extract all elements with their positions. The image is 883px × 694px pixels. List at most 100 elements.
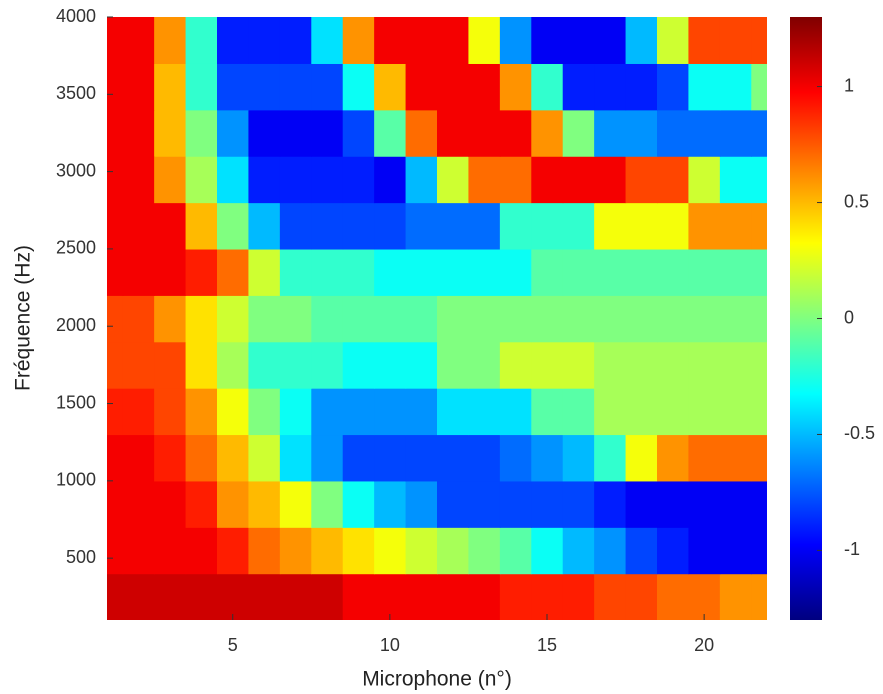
heat-cell: [311, 156, 344, 204]
heat-cell: [688, 527, 721, 575]
heat-cell: [342, 480, 375, 528]
heat-cell: [499, 480, 532, 528]
heat-cell: [248, 434, 281, 482]
heat-cell: [594, 295, 627, 343]
heat-cell: [248, 388, 281, 436]
heat-cell: [719, 573, 752, 620]
heat-cell: [688, 434, 721, 482]
heat-cell: [657, 341, 690, 389]
heat-cell: [531, 527, 564, 575]
heat-cell: [531, 248, 564, 296]
heat-cell: [751, 156, 767, 204]
heat-cell: [107, 341, 124, 389]
heat-cell: [405, 295, 438, 343]
heat-cell: [154, 156, 187, 204]
heat-cell: [657, 202, 690, 250]
x-tick-label: 10: [380, 635, 400, 655]
heat-cell: [751, 202, 767, 250]
heat-cell: [279, 295, 312, 343]
heat-cell: [437, 480, 470, 528]
heat-cell: [122, 109, 155, 157]
heat-cell: [342, 156, 375, 204]
heat-cell: [374, 17, 407, 64]
heat-cell: [562, 341, 595, 389]
heat-cell: [374, 202, 407, 250]
heat-cell: [279, 573, 312, 620]
heat-cell: [248, 63, 281, 111]
heat-cell: [154, 295, 187, 343]
heat-cell: [185, 109, 218, 157]
heat-cell: [562, 434, 595, 482]
heat-cell: [625, 109, 658, 157]
heat-cell: [625, 17, 658, 64]
y-tick-label: 4000: [56, 6, 96, 26]
heat-cell: [311, 434, 344, 482]
heat-cell: [594, 388, 627, 436]
y-tick-label: 1000: [56, 470, 96, 490]
heat-cell: [154, 480, 187, 528]
heat-cell: [374, 109, 407, 157]
colorbar-tick-label: 1: [844, 75, 854, 95]
heat-cell: [625, 248, 658, 296]
heat-cell: [531, 295, 564, 343]
heat-cell: [751, 480, 767, 528]
heat-cell: [468, 527, 501, 575]
heat-cell: [154, 109, 187, 157]
heat-cell: [279, 434, 312, 482]
heat-cell: [594, 573, 627, 620]
heat-cell: [625, 388, 658, 436]
heat-cell: [657, 388, 690, 436]
heat-cell: [217, 156, 250, 204]
heat-cell: [562, 17, 595, 64]
heat-cell: [531, 17, 564, 64]
heat-cell: [437, 388, 470, 436]
heat-cell: [342, 341, 375, 389]
colorbar-tick-label: 0.5: [844, 191, 869, 211]
heat-cell: [311, 527, 344, 575]
heat-cell: [719, 388, 752, 436]
heat-cell: [594, 527, 627, 575]
heat-cell: [437, 295, 470, 343]
heat-cell: [499, 156, 532, 204]
heat-cell: [107, 527, 124, 575]
heat-cell: [657, 63, 690, 111]
heat-cell: [405, 434, 438, 482]
heat-cell: [688, 341, 721, 389]
heat-cell: [405, 202, 438, 250]
heat-cell: [625, 341, 658, 389]
heat-cell: [562, 573, 595, 620]
heat-cell: [185, 156, 218, 204]
heat-cell: [468, 17, 501, 64]
heat-cell: [279, 156, 312, 204]
heat-cell: [122, 63, 155, 111]
heat-cell: [217, 573, 250, 620]
heat-cell: [499, 341, 532, 389]
heat-cell: [468, 156, 501, 204]
heat-cell: [719, 63, 752, 111]
heat-cell: [437, 63, 470, 111]
heat-cell: [185, 202, 218, 250]
heat-cell: [311, 63, 344, 111]
heat-cell: [719, 480, 752, 528]
heat-cell: [719, 109, 752, 157]
heat-cell: [248, 156, 281, 204]
heat-cell: [405, 156, 438, 204]
heat-cell: [405, 63, 438, 111]
heat-cell: [311, 480, 344, 528]
heat-cell: [437, 109, 470, 157]
heat-cell: [719, 17, 752, 64]
heat-cell: [279, 63, 312, 111]
heat-cell: [468, 480, 501, 528]
heat-cell: [594, 17, 627, 64]
heat-cell: [657, 109, 690, 157]
heat-cell: [688, 248, 721, 296]
heat-cell: [562, 295, 595, 343]
heat-cell: [217, 341, 250, 389]
heat-cell: [185, 341, 218, 389]
heat-cell: [657, 17, 690, 64]
y-tick-label: 3000: [56, 160, 96, 180]
heat-cell: [719, 156, 752, 204]
heat-cell: [374, 63, 407, 111]
heat-cell: [468, 388, 501, 436]
heat-cell: [751, 63, 767, 111]
